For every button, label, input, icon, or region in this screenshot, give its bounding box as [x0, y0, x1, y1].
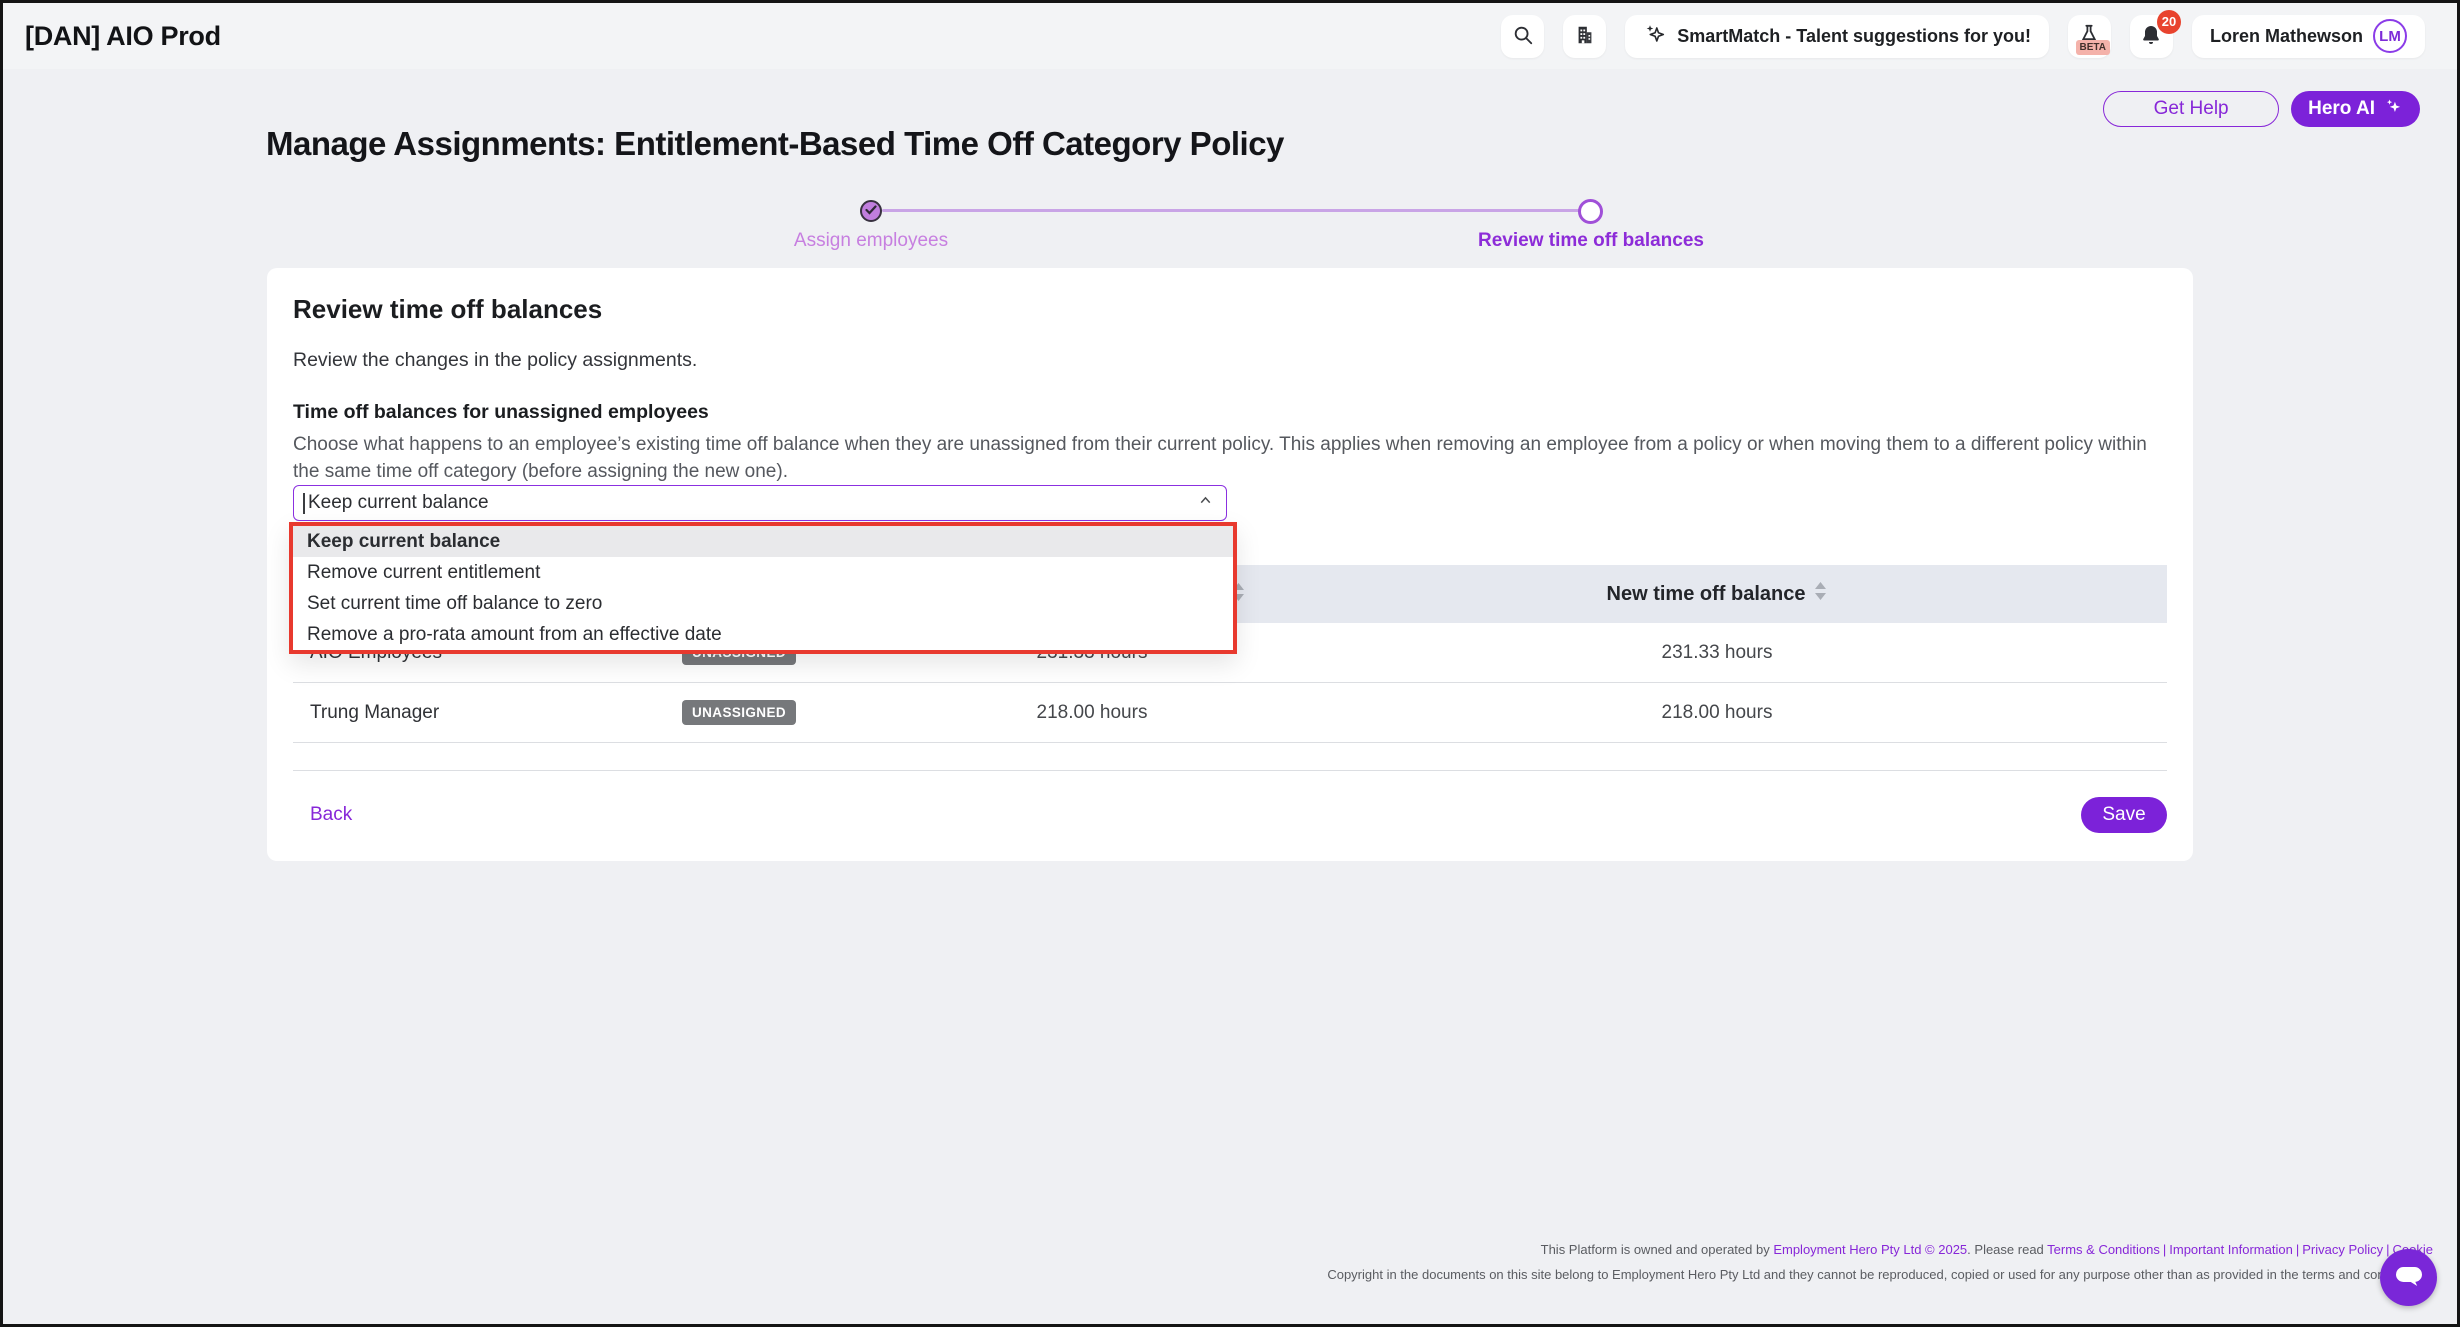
- important-information-link[interactable]: Important Information: [2169, 1242, 2293, 1257]
- footer-separator: |: [2162, 1242, 2167, 1257]
- current-balance-value: 218.00 hours: [1036, 701, 1148, 723]
- footer-text: . Please read: [1967, 1242, 2048, 1257]
- table-header-new-balance: New time off balance: [1267, 581, 2167, 607]
- notification-count-badge: 20: [2156, 9, 2181, 34]
- labs-button[interactable]: BETA: [2067, 14, 2111, 58]
- topbar-actions: SmartMatch - Talent suggestions for you!…: [1501, 9, 2425, 58]
- avatar: LM: [2373, 19, 2407, 53]
- text-cursor: [303, 492, 305, 514]
- review-balances-card: Review time off balances Review the chan…: [267, 268, 2193, 861]
- beta-badge: BETA: [2075, 39, 2110, 55]
- step-review-balances-label: Review time off balances: [1478, 230, 1704, 251]
- back-button[interactable]: Back: [310, 804, 353, 825]
- page-title: Manage Assignments: Entitlement-Based Ti…: [266, 125, 1284, 162]
- legal-footer: This Platform is owned and operated by E…: [1327, 1237, 2433, 1287]
- step-assign-employees-indicator[interactable]: [860, 200, 882, 222]
- status-badge: UNASSIGNED: [682, 700, 797, 725]
- table-footer-spacer: [293, 743, 2167, 771]
- step-review-balances-indicator[interactable]: [1578, 199, 1603, 224]
- search-button[interactable]: [1501, 14, 1545, 58]
- table-row: Trung Manager UNASSIGNED 218.00 hours 21…: [293, 683, 2167, 743]
- hero-ai-label: Hero AI: [2308, 98, 2375, 119]
- search-icon: [1512, 24, 1534, 49]
- user-menu-button[interactable]: Loren Mathewson LM: [2191, 14, 2425, 58]
- checkmark-icon: [865, 202, 877, 220]
- sort-icon[interactable]: [1814, 581, 1827, 607]
- footer-text: This Platform is owned and operated by: [1540, 1242, 1774, 1257]
- app-title: [DAN] AIO Prod: [25, 20, 221, 51]
- unassigned-balance-select[interactable]: Keep current balance: [293, 485, 1227, 521]
- card-title: Review time off balances: [293, 294, 603, 324]
- step-assign-employees-label: Assign employees: [793, 230, 949, 251]
- get-help-button[interactable]: Get Help: [2103, 91, 2280, 127]
- user-name: Loren Mathewson: [2209, 25, 2363, 46]
- stepper-connector: [882, 209, 1580, 212]
- chat-icon: [2394, 1263, 2424, 1293]
- dropdown-option-remove-current-entitlement[interactable]: Remove current entitlement: [307, 561, 541, 583]
- select-value: Keep current balance: [308, 492, 489, 513]
- sparkles-icon: [1643, 22, 1667, 51]
- smartmatch-button[interactable]: SmartMatch - Talent suggestions for you!: [1625, 14, 2049, 58]
- privacy-policy-link[interactable]: Privacy Policy: [2302, 1242, 2384, 1257]
- status-cell: UNASSIGNED: [667, 700, 917, 725]
- bell-icon: [2139, 23, 2163, 50]
- hero-ai-button[interactable]: Hero AI: [2291, 91, 2420, 127]
- footer-line-1: This Platform is owned and operated by E…: [1327, 1237, 2433, 1262]
- smartmatch-label: SmartMatch - Talent suggestions for you!: [1677, 25, 2031, 46]
- terms-conditions-link[interactable]: Terms & Conditions: [2047, 1242, 2160, 1257]
- chevron-up-icon: [1197, 492, 1214, 514]
- topbar: [DAN] AIO Prod SmartMatch - Talent sugge…: [3, 3, 2457, 69]
- policy-name: Trung Manager: [310, 701, 440, 723]
- sparkles-icon: [2384, 97, 2403, 122]
- dropdown-option-remove-pro-rata[interactable]: Remove a pro-rata amount from an effecti…: [307, 623, 722, 645]
- footer-line-2: Copyright in the documents on this site …: [1327, 1267, 2433, 1282]
- dropdown-option-keep-current-balance[interactable]: Keep current balance: [293, 526, 1233, 557]
- card-subtitle: Review the changes in the policy assignm…: [293, 349, 698, 371]
- balance-dropdown-list: Keep current balance Remove current enti…: [289, 522, 1237, 654]
- footer-separator: |: [2386, 1242, 2390, 1257]
- chat-widget-button[interactable]: [2380, 1249, 2437, 1306]
- new-balance-value: 218.00 hours: [1661, 701, 1773, 723]
- section-description: Choose what happens to an employee’s exi…: [293, 434, 2147, 482]
- new-balance-value: 231.33 hours: [1661, 641, 1773, 663]
- employment-hero-link[interactable]: Employment Hero Pty Ltd © 2025: [1773, 1242, 1968, 1257]
- section-title: Time off balances for unassigned employe…: [293, 401, 709, 423]
- new-balance-header-label: New time off balance: [1606, 582, 1806, 605]
- dropdown-option-set-balance-to-zero[interactable]: Set current time off balance to zero: [307, 592, 603, 614]
- save-button[interactable]: Save: [2081, 797, 2167, 833]
- notifications-button[interactable]: 20: [2129, 9, 2181, 58]
- card-actions: Back Save: [293, 797, 2167, 833]
- footer-separator: |: [2295, 1242, 2300, 1257]
- organisation-button[interactable]: [1563, 14, 1607, 58]
- help-actions: Get Help Hero AI: [2103, 91, 2420, 127]
- building-icon: [1574, 24, 1596, 49]
